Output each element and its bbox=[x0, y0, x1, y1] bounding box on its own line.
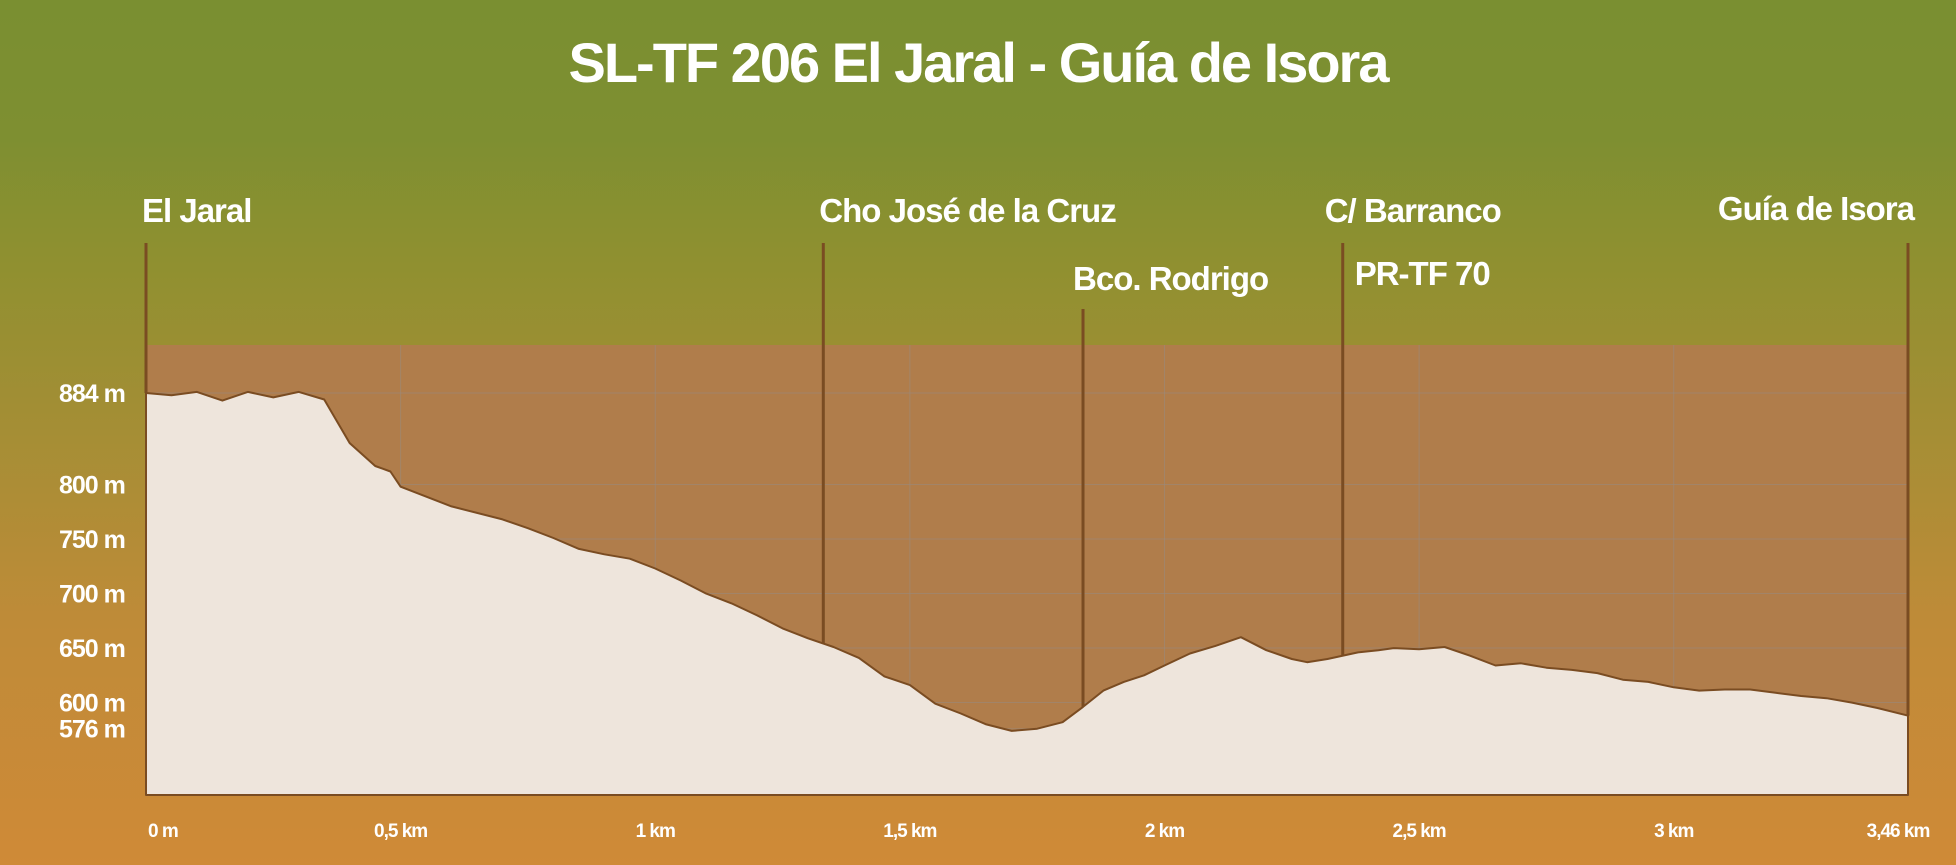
y-tick-label: 800 m bbox=[59, 472, 125, 500]
y-tick-label: 750 m bbox=[59, 526, 125, 554]
chart-title: SL-TF 206 El Jaral - Guía de Isora bbox=[569, 31, 1391, 94]
x-axis-ticks: 0 m 0,5 km 1 km 1,5 km 2 km 2,5 km 3 km 3,46 km bbox=[148, 821, 1930, 842]
y-tick-label: 700 m bbox=[59, 581, 125, 609]
axes bbox=[145, 393, 1909, 796]
x-tick-label: 0 m bbox=[148, 821, 178, 842]
x-tick-label: 3 km bbox=[1654, 821, 1693, 842]
waypoint-label: Cho José de la Cruz bbox=[819, 192, 1116, 229]
x-tick-label: 0,5 km bbox=[374, 821, 427, 842]
x-tick-label: 1 km bbox=[636, 821, 675, 842]
x-tick-label: 2,5 km bbox=[1393, 821, 1446, 842]
waypoint-markers: El Jaral Cho José de la Cruz Bco. Rodrigo C… bbox=[142, 190, 1917, 716]
y-tick-label: 576 m bbox=[59, 716, 125, 744]
y-tick-label: 600 m bbox=[59, 690, 125, 718]
waypoint-label: Bco. Rodrigo bbox=[1073, 260, 1268, 297]
x-tick-label: 1,5 km bbox=[883, 821, 936, 842]
waypoint-label: Guía de Isora bbox=[1718, 190, 1916, 227]
x-tick-label: 2 km bbox=[1145, 821, 1184, 842]
y-tick-label: 884 m bbox=[59, 380, 125, 408]
waypoint-label: C/ Barranco bbox=[1325, 192, 1501, 229]
y-tick-label: 650 m bbox=[59, 635, 125, 663]
waypoint-label: PR-TF 70 bbox=[1355, 255, 1490, 292]
x-tick-label: 3,46 km bbox=[1867, 821, 1930, 842]
elevation-profile-area bbox=[145, 390, 1909, 796]
waypoint-label: El Jaral bbox=[142, 192, 251, 229]
